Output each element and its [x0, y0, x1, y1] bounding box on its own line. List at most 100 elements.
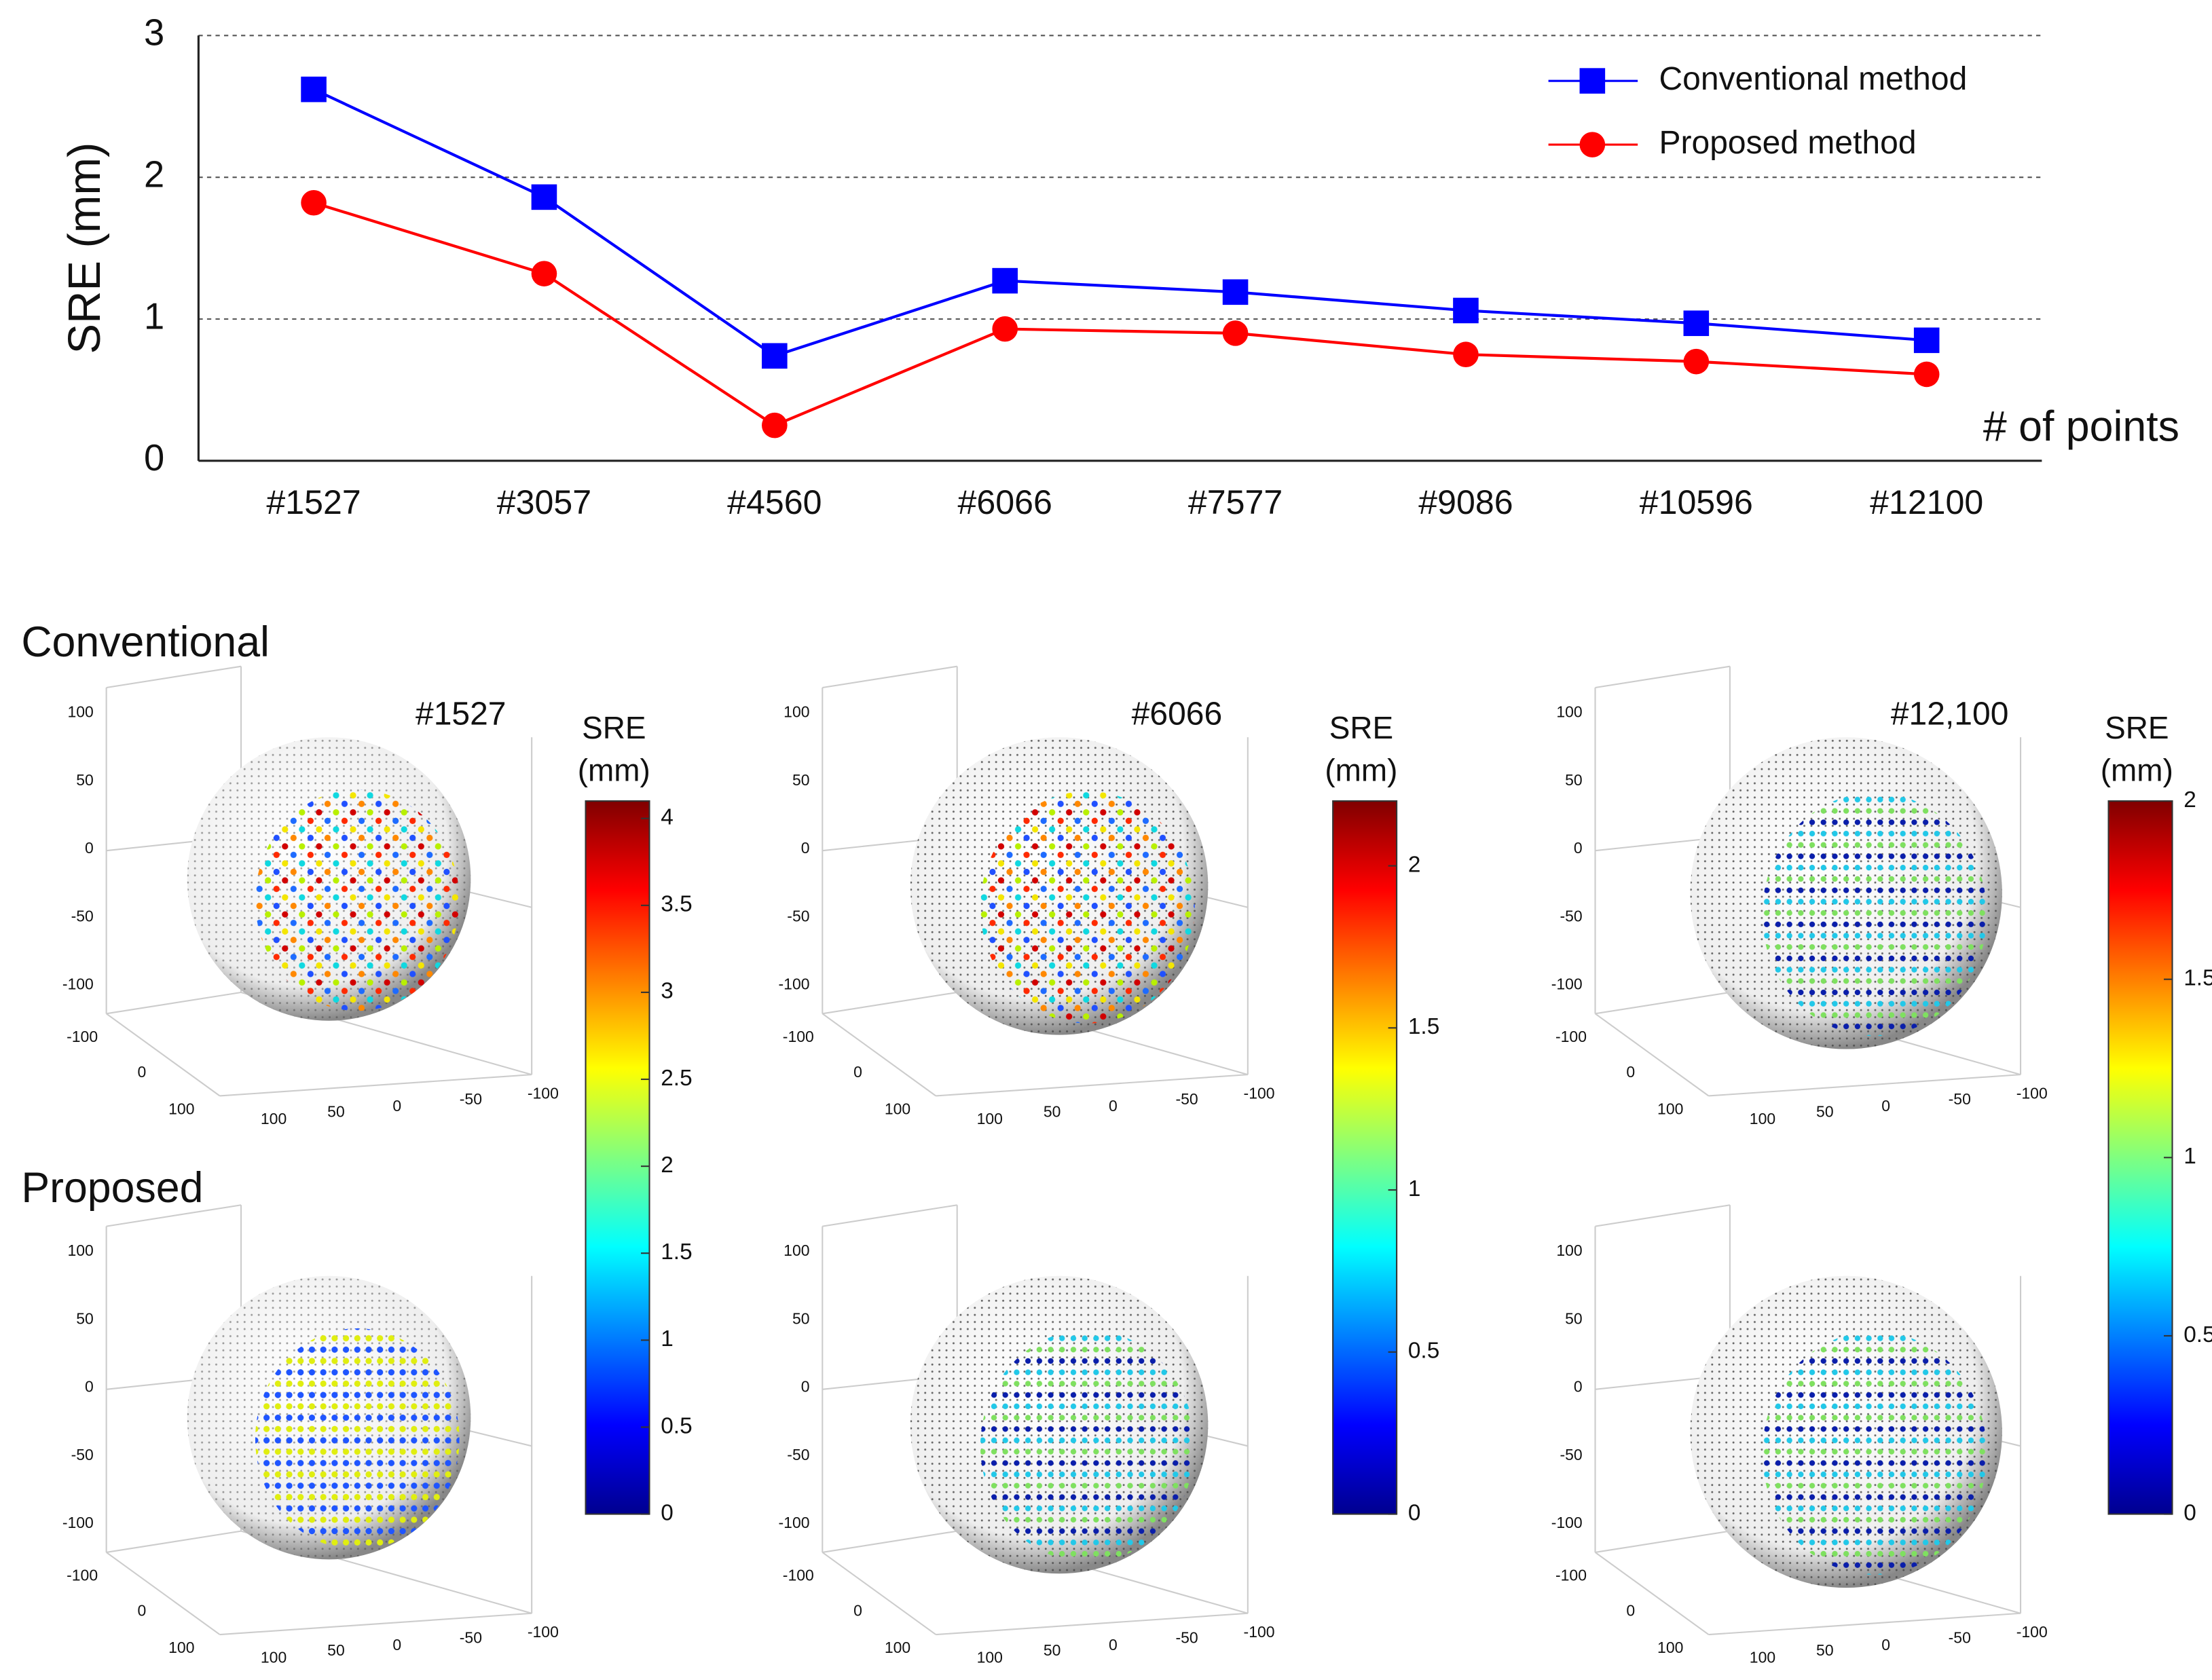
z-tick-label: 0 [801, 1378, 810, 1396]
panel-title: #6066 [1132, 696, 1223, 732]
x3d-tick-label: 100 [977, 1649, 1003, 1666]
z-tick-label: 50 [792, 1310, 810, 1328]
panel-title: #1527 [416, 696, 506, 732]
x-tick-label: #10596 [1640, 483, 1753, 521]
error-points [980, 791, 1195, 1024]
axis-box-line [822, 1013, 936, 1097]
x3d-tick-label: -100 [528, 1084, 559, 1102]
colorbar [1332, 800, 1398, 1515]
axis-box-line [822, 991, 957, 1015]
error-points [980, 1330, 1195, 1563]
colorbar-tick-label: 2.5 [661, 1066, 692, 1091]
y3d-tick-label: -100 [1555, 1028, 1587, 1045]
y3d-tick-label: -100 [67, 1567, 98, 1584]
z-tick-label: 0 [1574, 1378, 1583, 1396]
colorbar-tick-label: 2 [661, 1153, 674, 1178]
marker [1453, 341, 1479, 367]
axis-box-line [106, 1013, 221, 1097]
x3d-tick-label: -50 [460, 1090, 482, 1108]
colorbar-tick-label: 1 [1408, 1176, 1421, 1201]
x3d-tick-label: 100 [977, 1110, 1003, 1127]
x3d-tick-label: -100 [2016, 1084, 2048, 1102]
legend-label: Proposed method [1659, 125, 1916, 161]
axis-box-line [1595, 1204, 1731, 1227]
axis-box-line [1595, 1530, 1731, 1553]
x3d-tick-label: -50 [1175, 1090, 1198, 1108]
axis-box-line [936, 1612, 1248, 1636]
x-tick-label: #4560 [727, 483, 822, 521]
legend-label: Conventional method [1659, 61, 1967, 97]
series-line [313, 201, 1927, 427]
x3d-tick-label: 50 [1044, 1103, 1061, 1121]
z-tick-label: 0 [801, 839, 810, 857]
z-tick-label: -50 [71, 907, 94, 925]
legend-marker [1579, 132, 1606, 157]
colorbar-tick-label: 0.5 [2183, 1322, 2212, 1347]
colorbar-title: (mm) [2101, 752, 2173, 787]
panel-title: #12,100 [1891, 696, 2009, 732]
x3d-tick-label: 0 [1109, 1636, 1118, 1654]
marker [992, 267, 1018, 294]
x3d-tick-label: 50 [327, 1641, 345, 1659]
marker [1683, 310, 1710, 337]
z-tick-label: 100 [784, 1242, 809, 1259]
x3d-tick-label: -50 [460, 1628, 482, 1646]
axis-box-line [1594, 1552, 1710, 1635]
colorbar [585, 800, 650, 1515]
y3d-tick-label: -100 [1555, 1567, 1587, 1584]
z-tick-label: 100 [1556, 1242, 1582, 1259]
colorbar-tick-label: 2 [2183, 787, 2196, 813]
colorbar-title: SRE [582, 710, 646, 745]
x3d-tick-label: 50 [1816, 1641, 1834, 1659]
colorbar-tick-label: 0 [2183, 1500, 2196, 1525]
z-tick-label: 0 [1574, 839, 1583, 857]
marker [762, 343, 788, 369]
y3d-tick-label: -100 [783, 1567, 814, 1584]
x3d-tick-label: -50 [1949, 1628, 1971, 1646]
x3d-tick-label: 0 [1109, 1097, 1118, 1115]
z-tick-label: -50 [1560, 907, 1583, 925]
z-tick-label: 100 [68, 1242, 94, 1259]
x-tick-label: #7577 [1188, 483, 1283, 521]
x3d-tick-label: 100 [261, 1649, 287, 1666]
z-tick-label: 0 [85, 839, 94, 857]
colorbar-tick-label: 0.5 [1408, 1339, 1439, 1364]
y-tick-label: 1 [144, 295, 164, 337]
x-tick-label: #3057 [497, 483, 591, 521]
z-tick-label: 100 [784, 703, 809, 721]
x-tick-label: #12100 [1870, 483, 1983, 521]
axis-box-line [1708, 1612, 2021, 1636]
z-tick-label: -100 [779, 975, 810, 993]
z-tick-label: -100 [779, 1514, 810, 1531]
z-tick-label: 50 [1565, 1310, 1583, 1328]
colorbar-title: SRE [2105, 710, 2169, 745]
x-axis-label: # of points [1983, 403, 2179, 450]
x3d-tick-label: -100 [1244, 1084, 1275, 1102]
colorbar-title: SRE [1329, 710, 1393, 745]
series-line [313, 88, 1927, 358]
colorbar-tick-label: 1 [661, 1326, 674, 1351]
colorbar-title: (mm) [1325, 752, 1397, 787]
marker [1222, 320, 1249, 346]
sphere-panel: 100 50 0 -50 -100 -100 0 100 100 50 0 -50 -100 [779, 1204, 1275, 1666]
marker [762, 412, 788, 438]
y-tick-label: 0 [144, 437, 164, 479]
x3d-tick-label: 100 [1750, 1649, 1775, 1666]
x3d-tick-label: -50 [1949, 1090, 1971, 1108]
colorbar-tick-label: 1 [2183, 1144, 2196, 1169]
y-tick-label: 3 [144, 12, 164, 54]
z-tick-label: 0 [85, 1378, 94, 1396]
marker [992, 316, 1018, 342]
marker [301, 76, 327, 102]
marker [1453, 297, 1479, 324]
z-tick-label: -50 [71, 1446, 94, 1463]
axis-box-line [822, 1530, 957, 1553]
axis-box-line [106, 991, 242, 1015]
axis-box-line [106, 665, 242, 689]
error-points [255, 789, 460, 1011]
error-points [1762, 1331, 1987, 1575]
axis-box-line [1595, 991, 1731, 1015]
y3d-tick-label: 100 [885, 1100, 910, 1117]
z-tick-label: -100 [62, 1514, 94, 1531]
